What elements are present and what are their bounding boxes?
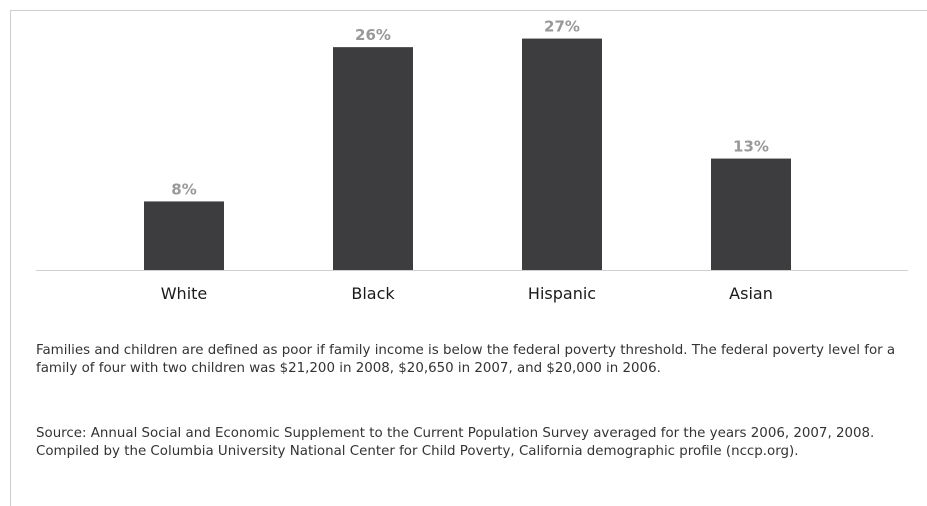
category-label-white: White — [161, 284, 208, 303]
bar-white — [144, 201, 224, 270]
value-label-hispanic: 27% — [544, 18, 580, 36]
source-note: Source: Annual Social and Economic Suppl… — [36, 426, 875, 459]
bar-asian — [711, 158, 791, 270]
bar-black — [333, 47, 413, 271]
category-label-black: Black — [351, 284, 395, 303]
poverty-definition-note: Families and children are defined as poo… — [36, 343, 896, 376]
category-label-hispanic: Hispanic — [528, 284, 596, 303]
bar-chart: 8% White 26% Black 27% Hispanic 13% Asian — [36, 18, 908, 303]
category-label-asian: Asian — [729, 284, 773, 303]
value-label-asian: 13% — [733, 138, 769, 156]
left-border — [10, 10, 11, 506]
top-border — [10, 10, 927, 11]
value-label-white: 8% — [171, 180, 196, 198]
bar-hispanic — [522, 38, 602, 271]
value-label-black: 26% — [355, 26, 391, 44]
